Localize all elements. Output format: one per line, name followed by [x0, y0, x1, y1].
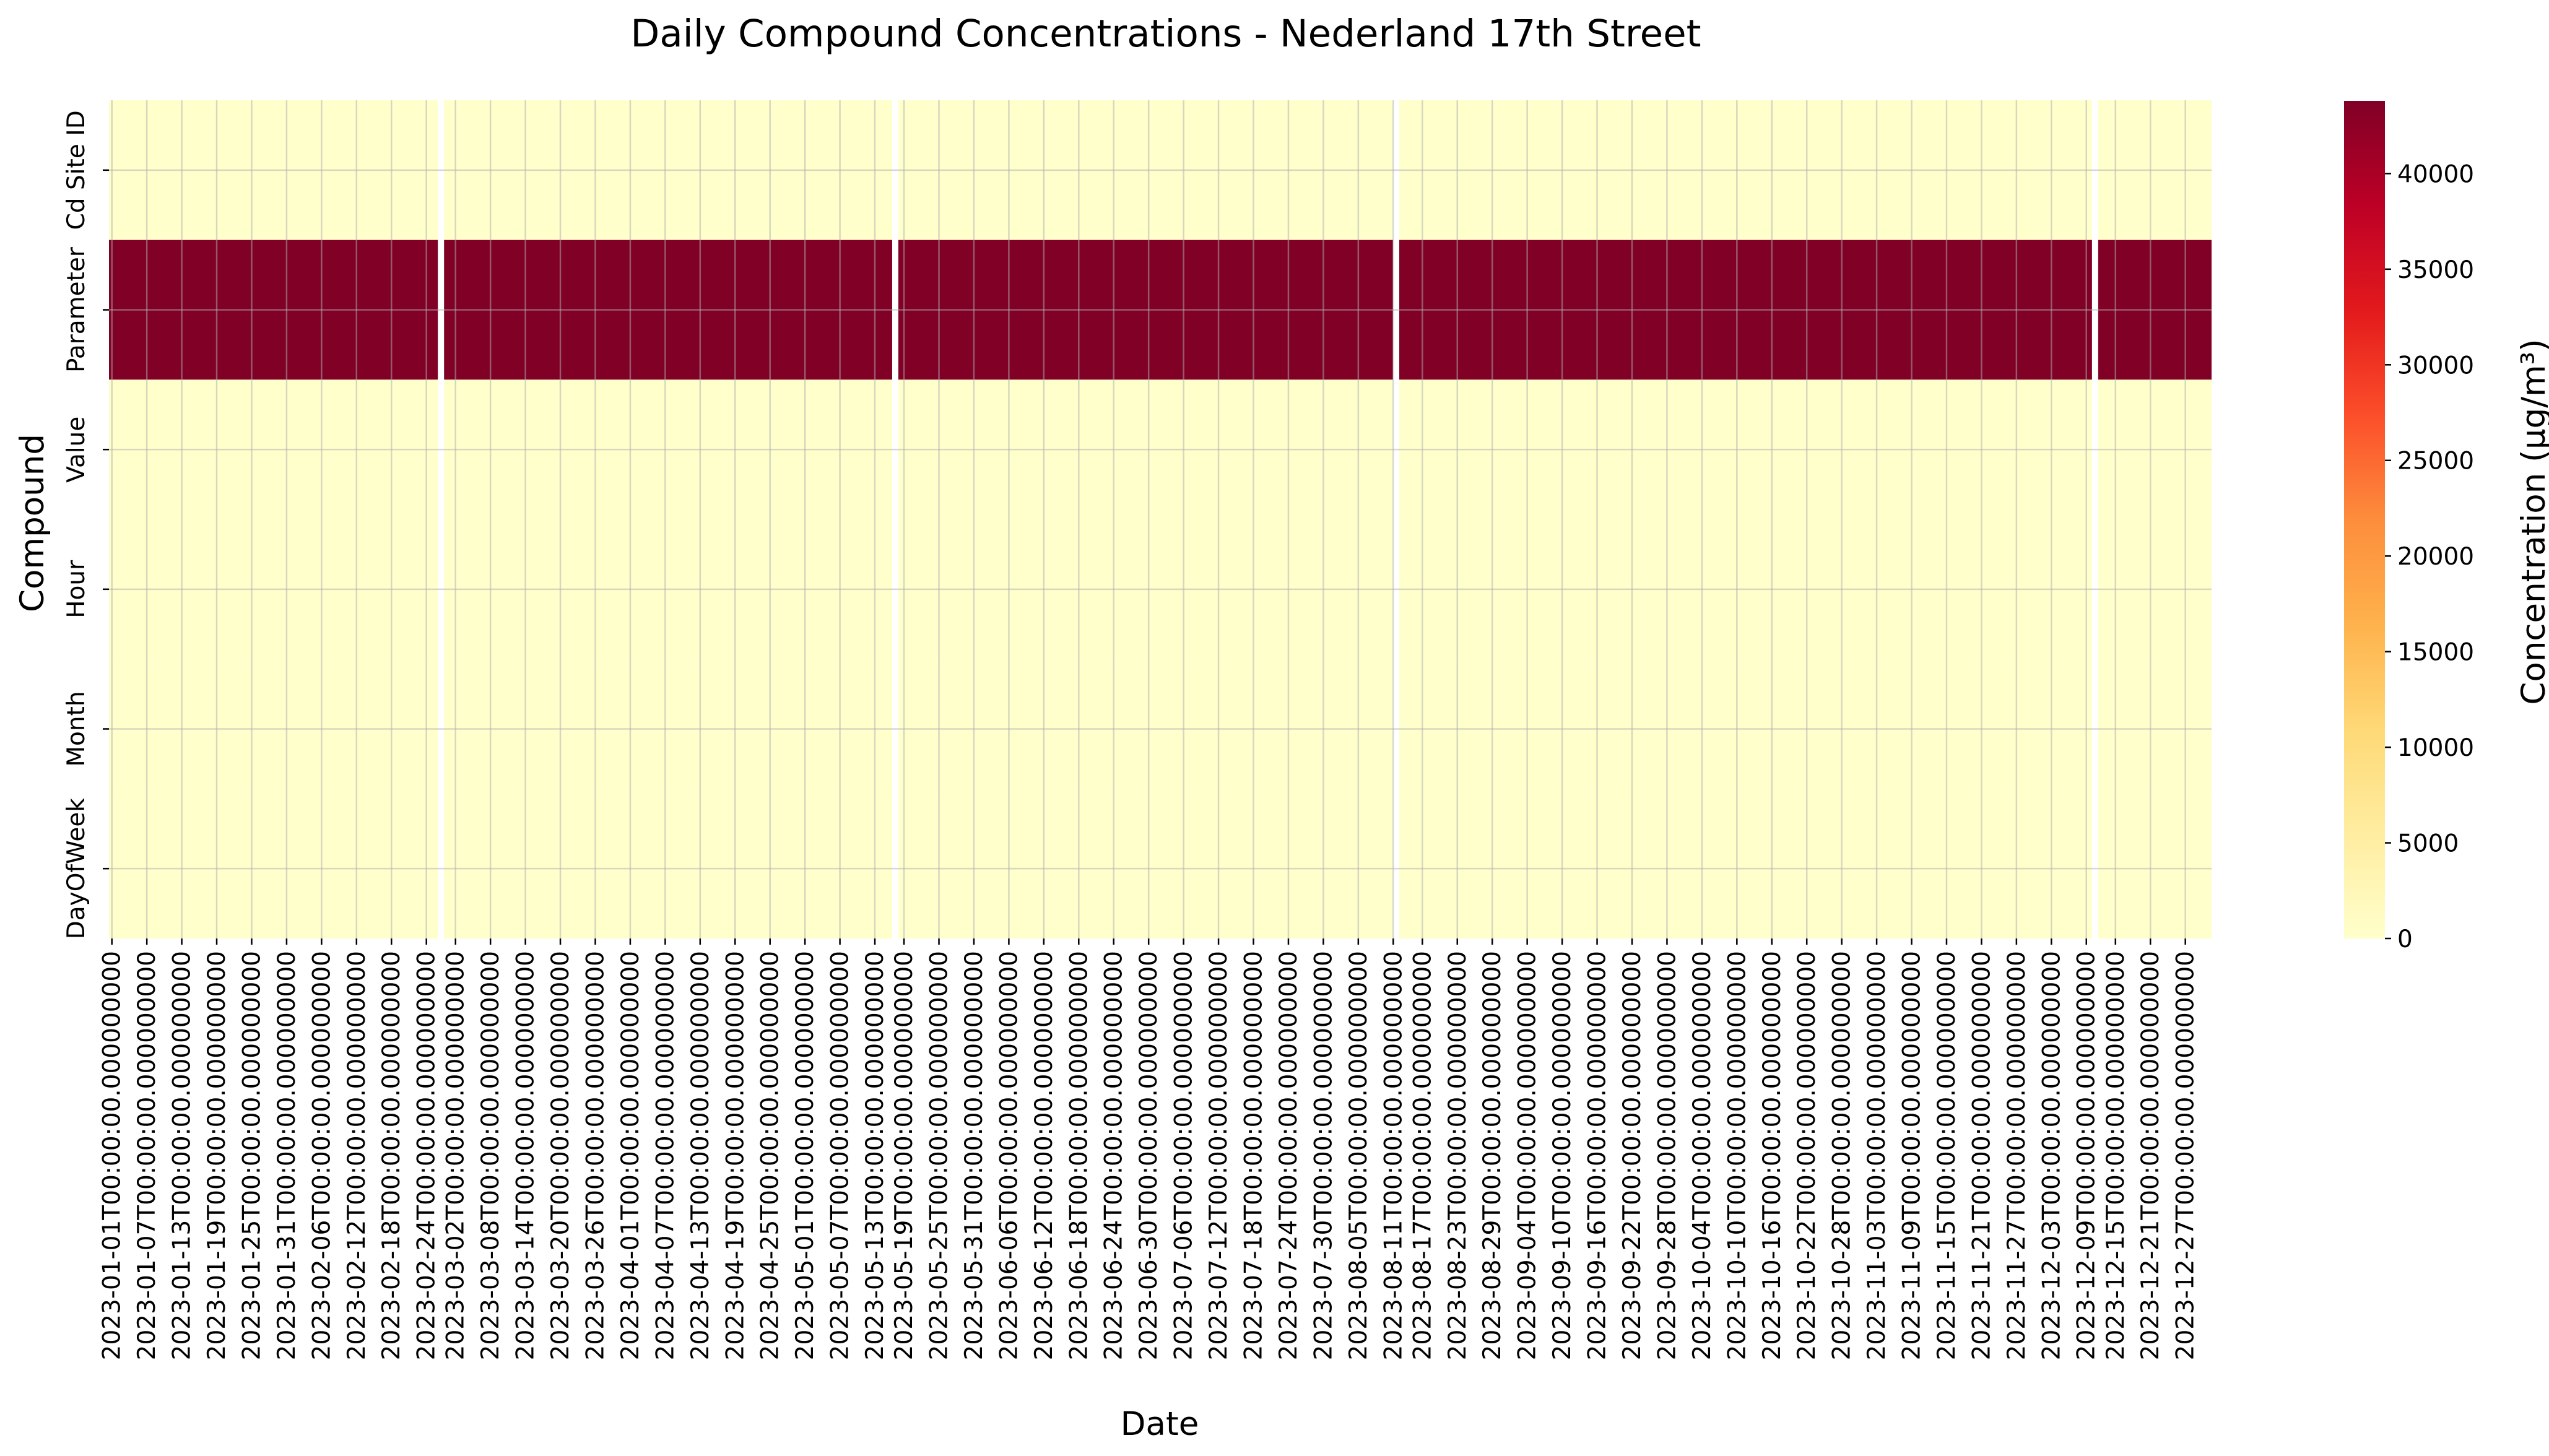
- y-tick-label: DayOfWeek: [63, 798, 90, 940]
- x-tick-label: 2023-04-19T00:00:00.000000000: [721, 951, 749, 1360]
- x-tick-label: 2023-12-09T00:00:00.000000000: [2073, 951, 2101, 1360]
- x-tick-label: 2023-11-03T00:00:00.000000000: [1863, 951, 1891, 1360]
- x-tick-label: 2023-06-24T00:00:00.000000000: [1100, 951, 1128, 1360]
- x-tick-label: 2023-09-22T00:00:00.000000000: [1618, 951, 1646, 1360]
- colorbar-tick-label: 30000: [2397, 352, 2474, 379]
- y-tick-label: Value: [63, 417, 90, 483]
- colorbar-gradient: [2344, 101, 2385, 938]
- x-tick-label: 2023-07-18T00:00:00.000000000: [1240, 951, 1268, 1360]
- x-tick-label: 2023-08-29T00:00:00.000000000: [1479, 951, 1506, 1360]
- x-tick-label: 2023-01-25T00:00:00.000000000: [238, 951, 266, 1360]
- x-tick-label: 2023-12-15T00:00:00.000000000: [2102, 951, 2130, 1360]
- x-tick-label: 2023-08-11T00:00:00.000000000: [1379, 951, 1407, 1360]
- x-tick-label: 2023-03-02T00:00:00.000000000: [442, 951, 470, 1360]
- x-tick-label: 2023-07-30T00:00:00.000000000: [1309, 951, 1337, 1360]
- x-tick-label: 2023-05-19T00:00:00.000000000: [890, 951, 918, 1360]
- x-tick-label: 2023-08-23T00:00:00.000000000: [1444, 951, 1472, 1360]
- x-tick-label: 2023-06-06T00:00:00.000000000: [995, 951, 1023, 1360]
- colorbar-tick-label: 20000: [2397, 543, 2474, 571]
- x-tick-label: 2023-03-26T00:00:00.000000000: [582, 951, 610, 1360]
- colorbar-tick-label: 15000: [2397, 639, 2474, 667]
- colorbar-label: Concentration (µg/m³): [2515, 339, 2549, 704]
- colorbar-tick-label: 10000: [2397, 734, 2474, 762]
- x-tick-label: 2023-01-07T00:00:00.000000000: [133, 951, 161, 1360]
- colorbar-tick-label: 0: [2397, 925, 2413, 953]
- x-tick-label: 2023-11-27T00:00:00.000000000: [2003, 951, 2031, 1360]
- x-tick-label: 2023-10-28T00:00:00.000000000: [1828, 951, 1856, 1360]
- x-tick-label: 2023-09-10T00:00:00.000000000: [1548, 951, 1576, 1360]
- y-tick-label: Month: [63, 691, 90, 766]
- x-tick-label: 2023-06-18T00:00:00.000000000: [1065, 951, 1093, 1360]
- colorbar-tick-label: 35000: [2397, 256, 2474, 284]
- x-tick-label: 2023-02-12T00:00:00.000000000: [343, 951, 371, 1360]
- y-axis: Cd Site ID Parameter Value Hour Month DayOfWe…: [63, 110, 109, 939]
- x-tick-label: 2023-04-01T00:00:00.000000000: [617, 951, 645, 1360]
- x-tick-label: 2023-04-13T00:00:00.000000000: [687, 951, 714, 1360]
- x-tick-label: 2023-08-05T00:00:00.000000000: [1345, 951, 1373, 1360]
- x-tick-label: 2023-01-19T00:00:00.000000000: [203, 951, 231, 1360]
- x-tick-label: 2023-10-04T00:00:00.000000000: [1688, 951, 1716, 1360]
- x-axis-label: Date: [1121, 1405, 1199, 1443]
- x-tick-label: 2023-05-07T00:00:00.000000000: [827, 951, 854, 1360]
- x-tick-label: 2023-02-24T00:00:00.000000000: [413, 951, 441, 1360]
- missing-date-gap: [2091, 100, 2098, 938]
- x-tick-label: 2023-10-22T00:00:00.000000000: [1793, 951, 1821, 1360]
- x-tick-label: 2023-04-07T00:00:00.000000000: [651, 951, 679, 1360]
- x-tick-label: 2023-12-27T00:00:00.000000000: [2172, 951, 2200, 1360]
- x-tick-label: 2023-09-28T00:00:00.000000000: [1653, 951, 1681, 1360]
- x-tick-label: 2023-04-25T00:00:00.000000000: [757, 951, 784, 1360]
- x-tick-label: 2023-11-21T00:00:00.000000000: [1968, 951, 1995, 1360]
- colorbar-tick-label: 40000: [2397, 160, 2474, 188]
- x-tick-label: 2023-05-25T00:00:00.000000000: [926, 951, 953, 1360]
- x-tick-label: 2023-11-15T00:00:00.000000000: [1933, 951, 1961, 1360]
- x-tick-label: 2023-10-16T00:00:00.000000000: [1758, 951, 1786, 1360]
- x-tick-label: 2023-03-14T00:00:00.000000000: [512, 951, 540, 1360]
- x-tick-label: 2023-01-01T00:00:00.000000000: [98, 951, 126, 1360]
- x-tick-label: 2023-06-12T00:00:00.000000000: [1030, 951, 1058, 1360]
- x-tick-label: 2023-03-20T00:00:00.000000000: [547, 951, 575, 1360]
- x-tick-label: 2023-02-06T00:00:00.000000000: [308, 951, 336, 1360]
- y-tick-label: Parameter: [63, 246, 90, 373]
- missing-date-gap: [1392, 100, 1399, 938]
- y-tick-label: Hour: [63, 560, 90, 618]
- missing-date-gap: [892, 100, 898, 938]
- x-tick-label: 2023-10-10T00:00:00.000000000: [1723, 951, 1751, 1360]
- heatmap-plot-area: [109, 100, 2212, 938]
- x-tick-label: 2023-01-13T00:00:00.000000000: [168, 951, 196, 1360]
- colorbar-tick-label: 25000: [2397, 448, 2474, 475]
- y-tick-label: Cd Site ID: [63, 110, 90, 230]
- x-tick-label: 2023-08-17T00:00:00.000000000: [1409, 951, 1436, 1360]
- y-axis-label: Compound: [14, 434, 51, 612]
- x-tick-label: 2023-12-21T00:00:00.000000000: [2137, 951, 2165, 1360]
- x-tick-label: 2023-05-01T00:00:00.000000000: [791, 951, 819, 1360]
- missing-date-gap: [438, 100, 445, 938]
- x-tick-label: 2023-09-04T00:00:00.000000000: [1514, 951, 1542, 1360]
- colorbar-tick-label: 5000: [2397, 830, 2459, 858]
- x-tick-label: 2023-09-16T00:00:00.000000000: [1584, 951, 1612, 1360]
- x-tick-label: 2023-07-24T00:00:00.000000000: [1275, 951, 1303, 1360]
- x-tick-label: 2023-11-09T00:00:00.000000000: [1898, 951, 1926, 1360]
- chart-title: Daily Compound Concentrations - Nederlan…: [630, 12, 1701, 56]
- x-tick-label: 2023-06-30T00:00:00.000000000: [1135, 951, 1163, 1360]
- x-tick-label: 2023-05-13T00:00:00.000000000: [861, 951, 889, 1360]
- x-tick-label: 2023-03-08T00:00:00.000000000: [477, 951, 505, 1360]
- x-axis: 2023-01-01T00:00:00.000000000 2023-01-07T…: [98, 938, 2200, 1360]
- x-tick-label: 2023-07-06T00:00:00.000000000: [1170, 951, 1198, 1360]
- x-tick-label: 2023-01-31T00:00:00.000000000: [273, 951, 301, 1360]
- x-tick-label: 2023-07-12T00:00:00.000000000: [1205, 951, 1233, 1360]
- colorbar: 0 5000 10000 15000 20000 25000 30000 35000 40000: [2344, 101, 2474, 953]
- x-tick-label: 2023-02-18T00:00:00.000000000: [378, 951, 406, 1360]
- x-tick-label: 2023-05-31T00:00:00.000000000: [960, 951, 988, 1360]
- x-tick-label: 2023-12-03T00:00:00.000000000: [2038, 951, 2065, 1360]
